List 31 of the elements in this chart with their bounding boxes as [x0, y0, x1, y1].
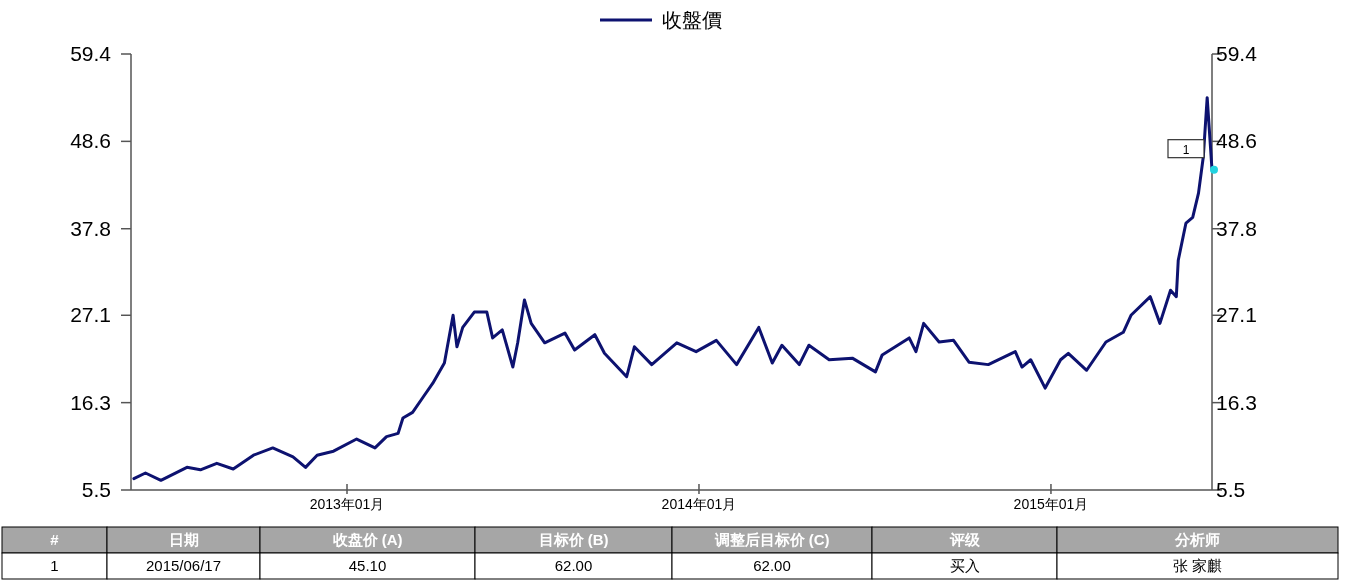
text: # — [50, 531, 60, 548]
text: 1 — [50, 557, 59, 574]
text: 张 家麒 — [1172, 557, 1223, 574]
x-tick-label: 2014年01月 — [661, 496, 737, 512]
y2-tick-label: 37.8 — [1216, 216, 1257, 240]
text: 收盘价 (A) — [332, 531, 403, 548]
y-tick-label: 37.8 — [70, 216, 111, 240]
y-tick-label: 48.6 — [70, 129, 111, 153]
text: 调整后目标价 (C) — [713, 531, 830, 548]
x-tick-label: 2013年01月 — [309, 496, 385, 512]
text: 2015/06/17 — [145, 557, 222, 574]
x-tick-label: 2015年01月 — [1013, 496, 1089, 512]
y-tick-label: 27.1 — [70, 303, 111, 327]
y2-tick-label: 16.3 — [1216, 390, 1257, 414]
text: 45.10 — [348, 557, 387, 574]
y2-tick-label: 5.5 — [1216, 478, 1246, 501]
text: 62.00 — [554, 557, 593, 574]
text: 买入 — [949, 557, 980, 574]
y2-tick-label: 27.1 — [1216, 303, 1257, 327]
y-tick-label: 16.3 — [70, 390, 111, 414]
legend-label: 收盤價 — [662, 9, 722, 31]
text: 62.00 — [753, 557, 791, 574]
text: 评级 — [948, 531, 981, 548]
text: 分析师 — [1174, 531, 1220, 548]
y2-tick-label: 59.4 — [1216, 42, 1258, 65]
y-tick-label: 59.4 — [70, 42, 112, 65]
annotation: 1 — [1182, 142, 1190, 157]
text: 目标价 (B) — [538, 531, 609, 548]
y-tick-label: 5.5 — [81, 478, 111, 501]
text: 日期 — [168, 531, 199, 548]
y2-tick-label: 48.6 — [1216, 129, 1257, 153]
